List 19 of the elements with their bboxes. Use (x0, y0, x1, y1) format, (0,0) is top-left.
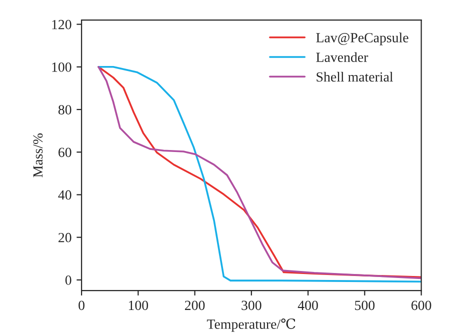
legend-label: Shell material (316, 72, 394, 82)
x-axis-title: Temperature/℃ (206, 318, 296, 332)
y-tick-label: 0 (65, 276, 72, 285)
x-tick-label: 400 (298, 300, 318, 310)
y-tick-label: 80 (58, 105, 72, 114)
x-tick-label: 200 (184, 300, 205, 310)
y-tick-label: 20 (58, 232, 72, 242)
y-tick-label: 40 (58, 190, 72, 200)
x-tick-label: 300 (242, 300, 262, 310)
x-tick-label: 500 (355, 300, 375, 310)
y-tick-label: 100 (52, 62, 72, 72)
x-tick-label: 100 (128, 300, 148, 310)
y-tick-label: 120 (52, 20, 72, 30)
legend-label: Lavender (316, 52, 368, 62)
y-axis-title: Mass/% (33, 133, 43, 178)
legend-label: Lav@PeCapsule (316, 32, 408, 46)
y-tick-label: 60 (58, 148, 72, 158)
x-tick-label: 0 (78, 300, 84, 310)
x-tick-label: 600 (411, 300, 432, 310)
